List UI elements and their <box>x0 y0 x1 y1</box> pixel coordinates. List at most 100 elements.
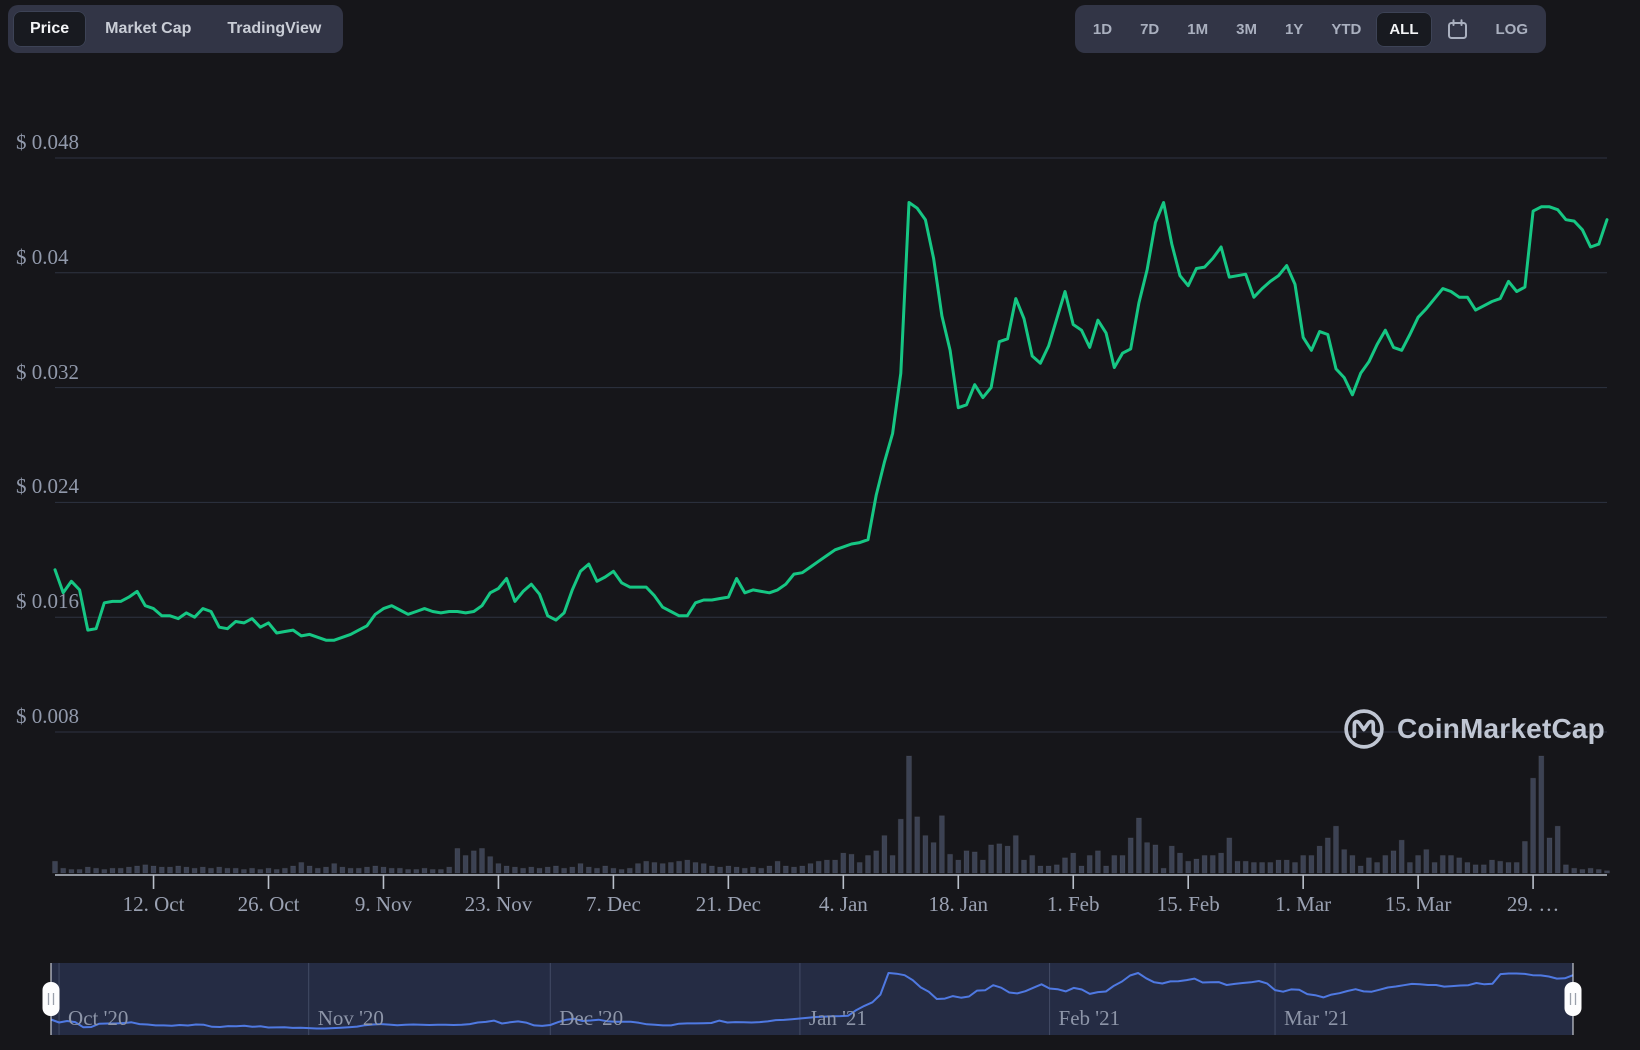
volume-bar <box>1300 855 1307 874</box>
volume-bar <box>1431 862 1438 874</box>
volume-bar <box>1562 864 1569 874</box>
volume-bar <box>807 863 814 874</box>
volume-bar <box>1062 857 1068 874</box>
volume-bar <box>758 867 765 874</box>
volume-bar <box>495 863 502 874</box>
volume-bar <box>1242 860 1249 874</box>
volume-bar <box>175 865 182 874</box>
volume-bar <box>1480 864 1487 874</box>
volume-bar <box>1119 855 1126 874</box>
x-tick-label: 18. Jan <box>928 892 989 916</box>
volume-bar <box>1209 855 1216 874</box>
volume-bar <box>1193 858 1200 874</box>
volume-bar <box>963 850 970 874</box>
volume-bar <box>437 869 444 874</box>
volume-bar <box>1604 870 1610 874</box>
navigator-right-handle[interactable] <box>1564 982 1582 1016</box>
range-button-all[interactable]: ALL <box>1376 11 1432 47</box>
range-button-ytd[interactable]: YTD <box>1318 12 1374 47</box>
volume-bar <box>1135 817 1142 874</box>
volume-bar <box>1374 862 1381 874</box>
volume-bar <box>1029 855 1036 874</box>
volume-bar <box>446 866 453 874</box>
coinmarketcap-logo-icon <box>1342 707 1386 751</box>
volume-bar <box>125 866 132 874</box>
range-button-3m[interactable]: 3M <box>1223 12 1270 47</box>
tab-price[interactable]: Price <box>13 11 87 47</box>
volume-bar <box>1415 855 1422 874</box>
navigator-left-handle[interactable] <box>42 982 60 1016</box>
range-button-1m[interactable]: 1M <box>1174 12 1221 47</box>
navigator-selected-range[interactable] <box>51 963 1573 1035</box>
volume-bar <box>741 867 748 874</box>
volume-bar <box>733 866 740 874</box>
volume-bar <box>791 866 797 874</box>
calendar-icon <box>1447 18 1468 40</box>
volume-bar <box>988 844 995 874</box>
volume-bar <box>364 866 370 874</box>
range-button-1y[interactable]: 1Y <box>1272 12 1316 47</box>
navigator-month-label: Dec '20 <box>559 1006 624 1030</box>
volume-bar <box>298 862 305 874</box>
volume-bar <box>1259 862 1266 874</box>
volume-bar <box>60 867 67 874</box>
volume-bar <box>667 862 674 874</box>
y-tick-label: $ 0.04 <box>16 244 69 269</box>
volume-bar <box>487 856 494 874</box>
log-scale-button[interactable]: LOG <box>1483 12 1542 47</box>
volume-bar <box>1546 837 1553 874</box>
volume-bar <box>914 816 921 874</box>
volume-bar <box>717 866 724 874</box>
volume-bar <box>167 866 173 874</box>
volume-bar <box>1530 777 1537 874</box>
volume-bar <box>684 859 691 874</box>
x-tick-label: 7. Dec <box>585 892 641 916</box>
volume-bar <box>1053 864 1060 874</box>
range-button-1d[interactable]: 1D <box>1080 12 1125 47</box>
watermark-text: CoinMarketCap <box>1397 713 1605 744</box>
volume-bar <box>840 852 847 874</box>
volume-bar <box>585 866 592 874</box>
volume-bar <box>930 842 937 874</box>
volume-bar <box>208 867 214 874</box>
volume-bar <box>1127 837 1134 874</box>
volume-bar <box>1168 845 1175 874</box>
volume-bar <box>544 866 551 874</box>
volume-bar <box>306 865 313 874</box>
chart-plot-area[interactable] <box>55 60 1607 875</box>
volume-bar <box>643 860 650 874</box>
x-tick-label: 29. … <box>1506 892 1560 916</box>
volume-bar <box>1595 869 1602 874</box>
volume-bar <box>1456 857 1463 874</box>
coinmarketcap-watermark: CoinMarketCap <box>1342 706 1605 752</box>
tab-tradingview[interactable]: TradingView <box>210 11 338 47</box>
x-tick-label: 23. Nov <box>464 892 533 916</box>
navigator-line <box>50 972 1574 1030</box>
volume-bar <box>388 867 395 874</box>
volume-bar <box>889 855 896 874</box>
volume-bar <box>1554 825 1561 874</box>
x-tick-label: 26. Oct <box>237 892 300 916</box>
navigator-month-label: Mar '21 <box>1284 1006 1350 1030</box>
volume-bar <box>938 815 945 874</box>
volume-bar <box>1292 862 1298 874</box>
volume-bar <box>1152 844 1159 874</box>
calendar-button[interactable] <box>1434 9 1481 50</box>
volume-bar <box>1234 860 1241 874</box>
y-tick-label: $ 0.048 <box>16 130 79 154</box>
volume-bar <box>405 869 412 874</box>
volume-bar <box>429 869 436 874</box>
volume-bar <box>503 865 510 874</box>
x-tick-label: 4. Jan <box>818 892 868 916</box>
volume-bar <box>1021 859 1027 874</box>
range-button-7d[interactable]: 7D <box>1127 12 1172 47</box>
tab-market-cap[interactable]: Market Cap <box>88 11 208 47</box>
volume-bar <box>635 863 641 874</box>
y-tick-label: $ 0.024 <box>16 474 79 499</box>
volume-bar <box>1144 842 1151 874</box>
y-tick-label: $ 0.016 <box>16 589 79 614</box>
volume-bar <box>1316 845 1323 874</box>
volume-bar <box>355 867 362 874</box>
volume-bar <box>232 867 239 874</box>
